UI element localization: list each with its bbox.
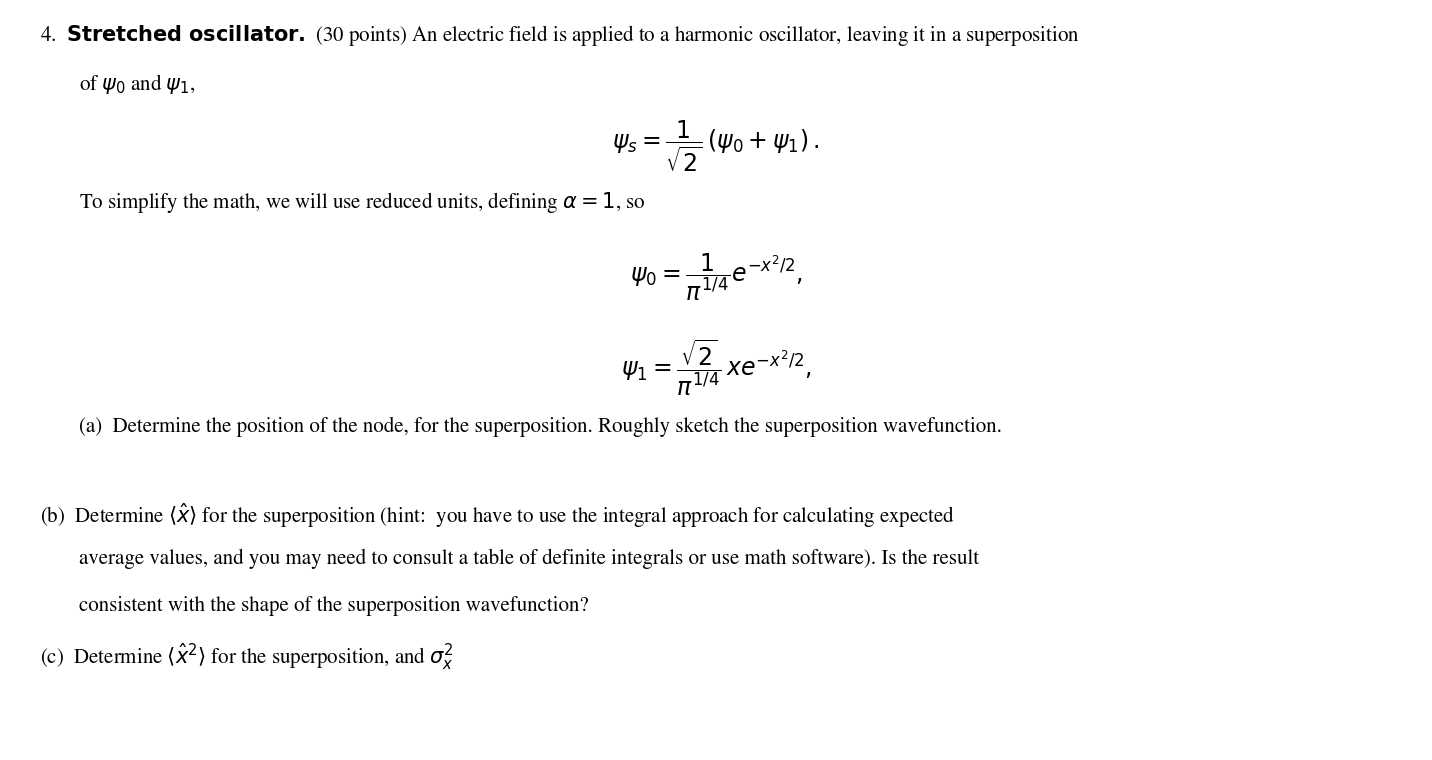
Text: of $\psi_0$ and $\psi_1$,: of $\psi_0$ and $\psi_1$, bbox=[79, 72, 195, 97]
Text: 4.  $\mathbf{Stretched\ oscillator.}$ (30 points) An electric field is applied t: 4. $\mathbf{Stretched\ oscillator.}$ (30… bbox=[40, 23, 1080, 48]
Text: (b)  Determine $\langle\hat{x}\rangle$ for the superposition (hint:  you have to: (b) Determine $\langle\hat{x}\rangle$ fo… bbox=[40, 502, 955, 530]
Text: $\psi_s = \dfrac{1}{\sqrt{2}}\,(\psi_0 + \psi_1)\,.$: $\psi_s = \dfrac{1}{\sqrt{2}}\,(\psi_0 +… bbox=[613, 118, 819, 174]
Text: $\psi_0 = \dfrac{1}{\pi^{1/4}}e^{-x^2/2},$: $\psi_0 = \dfrac{1}{\pi^{1/4}}e^{-x^2/2}… bbox=[630, 251, 802, 302]
Text: To simplify the math, we will use reduced units, defining $\alpha = 1$, so: To simplify the math, we will use reduce… bbox=[79, 190, 646, 215]
Text: average values, and you may need to consult a table of definite integrals or use: average values, and you may need to cons… bbox=[79, 549, 979, 569]
Text: $\psi_1 = \dfrac{\sqrt{2}}{\pi^{1/4}}\,xe^{-x^2/2},$: $\psi_1 = \dfrac{\sqrt{2}}{\pi^{1/4}}\,x… bbox=[620, 338, 812, 398]
Text: (a)  Determine the position of the node, for the superposition. Roughly sketch t: (a) Determine the position of the node, … bbox=[79, 416, 1002, 437]
Text: (c)  Determine $\langle\hat{x}^2\rangle$ for the superposition, and $\sigma_x^2$: (c) Determine $\langle\hat{x}^2\rangle$ … bbox=[40, 642, 454, 673]
Text: consistent with the shape of the superposition wavefunction?: consistent with the shape of the superpo… bbox=[79, 596, 589, 616]
